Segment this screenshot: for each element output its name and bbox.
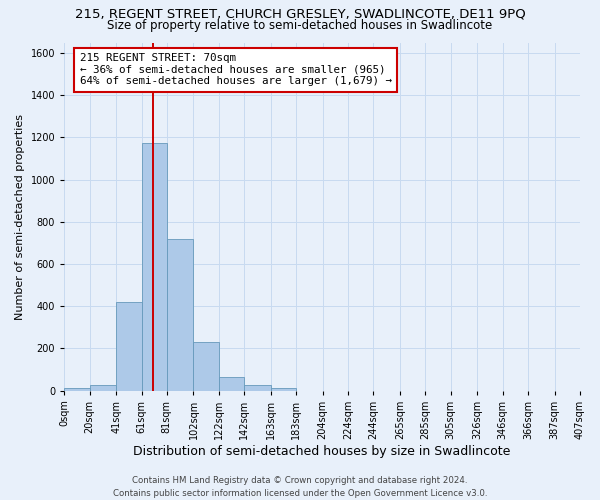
Text: 215 REGENT STREET: 70sqm
← 36% of semi-detached houses are smaller (965)
64% of : 215 REGENT STREET: 70sqm ← 36% of semi-d… <box>80 53 392 86</box>
Bar <box>219 378 244 390</box>
Bar <box>89 385 116 390</box>
Bar <box>193 342 219 390</box>
X-axis label: Distribution of semi-detached houses by size in Swadlincote: Distribution of semi-detached houses by … <box>133 444 511 458</box>
Bar <box>64 388 89 390</box>
Bar <box>142 142 167 390</box>
Bar <box>244 384 271 390</box>
Bar <box>167 239 193 390</box>
Bar <box>271 388 296 390</box>
Y-axis label: Number of semi-detached properties: Number of semi-detached properties <box>15 114 25 320</box>
Text: Contains HM Land Registry data © Crown copyright and database right 2024.
Contai: Contains HM Land Registry data © Crown c… <box>113 476 487 498</box>
Text: 215, REGENT STREET, CHURCH GRESLEY, SWADLINCOTE, DE11 9PQ: 215, REGENT STREET, CHURCH GRESLEY, SWAD… <box>74 8 526 20</box>
Bar <box>116 302 142 390</box>
Text: Size of property relative to semi-detached houses in Swadlincote: Size of property relative to semi-detach… <box>107 18 493 32</box>
